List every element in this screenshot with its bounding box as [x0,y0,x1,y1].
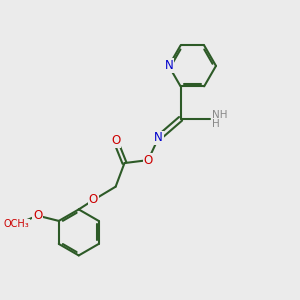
Text: O: O [111,134,120,147]
Text: OCH₃: OCH₃ [3,220,29,230]
Text: NH: NH [212,110,227,120]
Text: O: O [33,209,42,222]
Text: N: N [164,59,173,72]
Text: O: O [89,194,98,206]
Text: N: N [154,131,163,145]
Text: H: H [212,119,219,129]
Text: O: O [143,154,153,166]
